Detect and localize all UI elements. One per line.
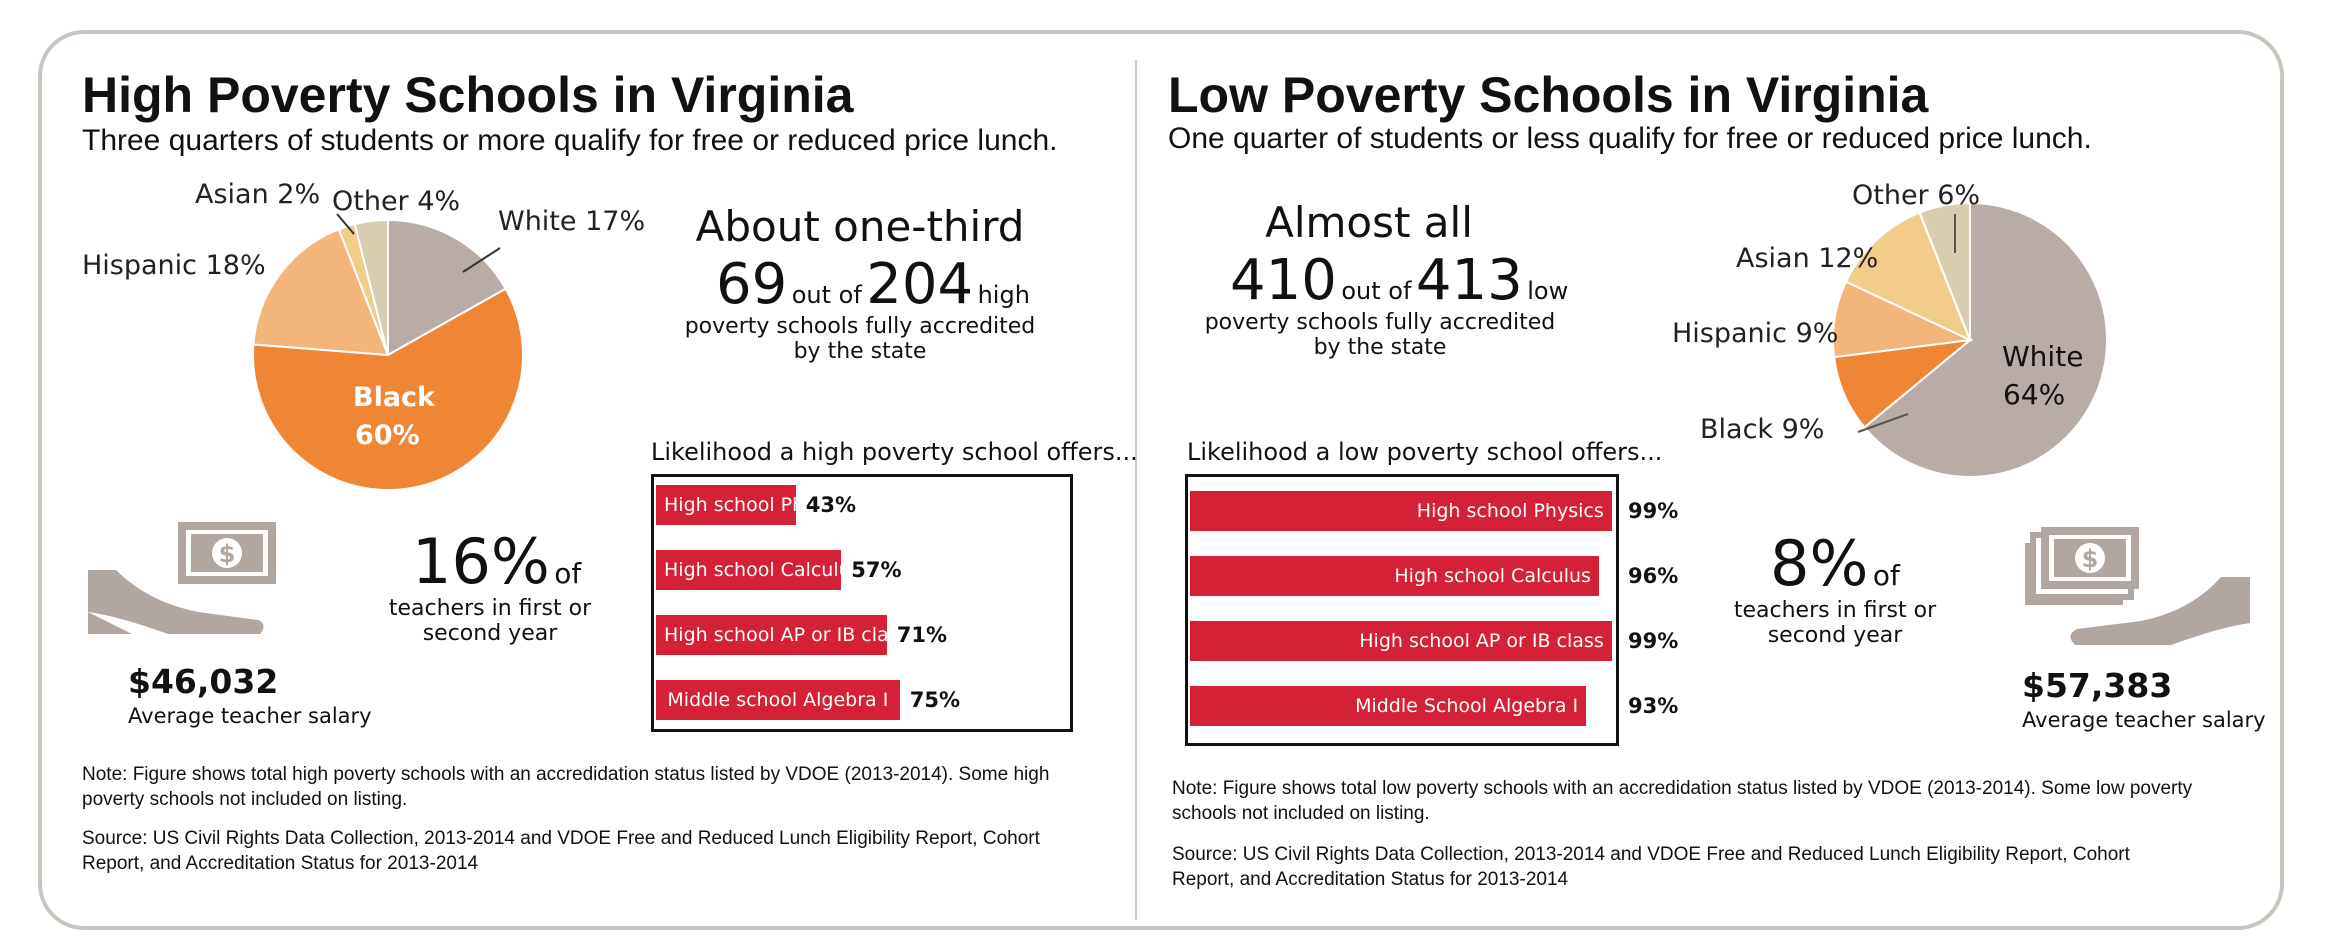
right-accredited-count: 410 [1230,248,1337,313]
right-teachers-of: of [1872,559,1900,592]
bar-value-label: 93% [1628,694,1679,718]
left-out-of: out of [791,281,862,309]
bar-value-label: 99% [1628,499,1679,523]
white-leader-line [462,247,501,273]
pie-slice-other [353,218,389,356]
pie-left-label-black: Black [353,382,436,413]
pie-left-label-hispanic: Hispanic 18% [82,250,266,281]
center-divider [1135,60,1137,920]
right-salary-value: $57,383 [2022,666,2173,705]
bar-value-label: 96% [1628,564,1679,588]
right-accredited-desc: poverty schools fully accredited by the … [1204,310,1556,360]
bar-high-school-physics: High school Physics [656,485,851,525]
pie-left-label-white: White 17% [498,206,646,237]
black-leader-line [1857,413,1909,433]
left-source: Source: US Civil Rights Data Collection,… [82,828,1040,874]
bar-high-school-ap-or-ib-class: High school AP or IB class [1190,621,1612,661]
pie-slice-white [387,218,507,357]
right-teachers-desc: teachers in first or second year [1733,598,1937,648]
right-subtitle: One quarter of students or less qualify … [1168,122,2092,155]
right-likelihood-title: Likelihood a low poverty school offers..… [1187,438,1663,466]
right-note: Note: Figure shows total low poverty sch… [1172,778,2193,824]
bar-high-school-calculus: High school Calculus [1190,556,1599,596]
right-teachers-line: 8% of [1770,527,1900,600]
pie-left-label-black-pct: 60% [355,420,420,451]
left-accredited-count: 69 [716,252,788,317]
right-teachers-pct: 8% [1770,527,1869,600]
bar-value-label: 43% [805,493,857,517]
right-title: Low Poverty Schools in Virginia [1168,67,1929,123]
pie-left [252,218,524,491]
bar-high-school-calculus: High school Calculus [656,550,861,590]
left-subtitle: Three quarters of students or more quali… [82,124,1058,157]
pie-slice-hispanic [252,227,390,357]
left-salary-label: Average teacher salary [128,704,372,728]
pie-right-label-asian: Asian 12% [1736,243,1879,274]
bar-value-label: 57% [851,558,902,582]
svg-text:$: $ [219,540,236,568]
money-stack-hand-icon: $ [2025,527,2250,645]
bar-value-label: 71% [896,623,948,647]
bar-high-school-ap-or-ib-class: High school AP or IB class [656,615,908,655]
bar-value-label: 99% [1628,629,1679,653]
left-note: Note: Figure shows total high poverty sc… [82,764,1050,810]
money-hand-icon: $ [88,522,276,634]
pie-right-label-hispanic: Hispanic 9% [1672,318,1839,349]
pie-slice-other [1918,201,1971,341]
right-source: Source: US Civil Rights Data Collection,… [1172,844,2130,890]
left-teachers-line: 16% of [412,525,581,598]
left-accredited-headline: About one-third [695,202,1025,251]
right-salary-label: Average teacher salary [2022,708,2266,732]
left-bar-box [651,474,1073,732]
left-accredited-total: 204 [866,252,974,317]
right-accredited-desc1: low [1527,277,1569,305]
pie-right-label-white-pct: 64% [2003,378,2066,411]
bar-value-label: 75% [909,688,961,712]
right-accredited-total: 413 [1415,248,1523,313]
svg-text:$: $ [2082,545,2099,573]
right-accredited-line: 410 out of 413 low [1230,248,1568,313]
bar-high-school-physics: High school Physics [1190,491,1612,531]
pie-right-label-white: White [2002,340,2084,373]
asian-leader-line [336,213,355,235]
pie-slice-asian [1844,211,1972,342]
right-accredited-headline: Almost all [1265,198,1473,247]
pie-right-label-black: Black 9% [1700,414,1825,445]
left-likelihood-title: Likelihood a high poverty school offers.… [651,438,1138,466]
left-accredited-desc: poverty schools fully accredited by the … [684,314,1036,364]
pie-slice-black [252,287,524,491]
right-out-of: out of [1341,277,1412,305]
pie-left-label-other: Other 4% [332,186,461,217]
left-title: High Poverty Schools in Virginia [82,67,854,123]
infographic-frame [38,30,2284,930]
left-teachers-desc: teachers in first or second year [388,596,592,646]
left-teachers-of: of [554,557,582,590]
right-bar-box [1185,474,1619,746]
pie-left-label-asian: Asian 2% [195,179,321,210]
left-accredited-desc1: high [977,281,1030,309]
left-salary-value: $46,032 [128,662,279,701]
pie-slice-white [1863,201,2108,478]
left-accredited-line: 69 out of 204 high [716,252,1030,317]
left-teachers-pct: 16% [412,525,550,598]
bar-middle-school-algebra-i: Middle school Algebra I [656,680,900,720]
pie-right [1832,201,2108,478]
bar-middle-school-algebra-i: Middle School Algebra I [1190,686,1587,726]
pie-right-label-other: Other 6% [1852,180,1981,211]
